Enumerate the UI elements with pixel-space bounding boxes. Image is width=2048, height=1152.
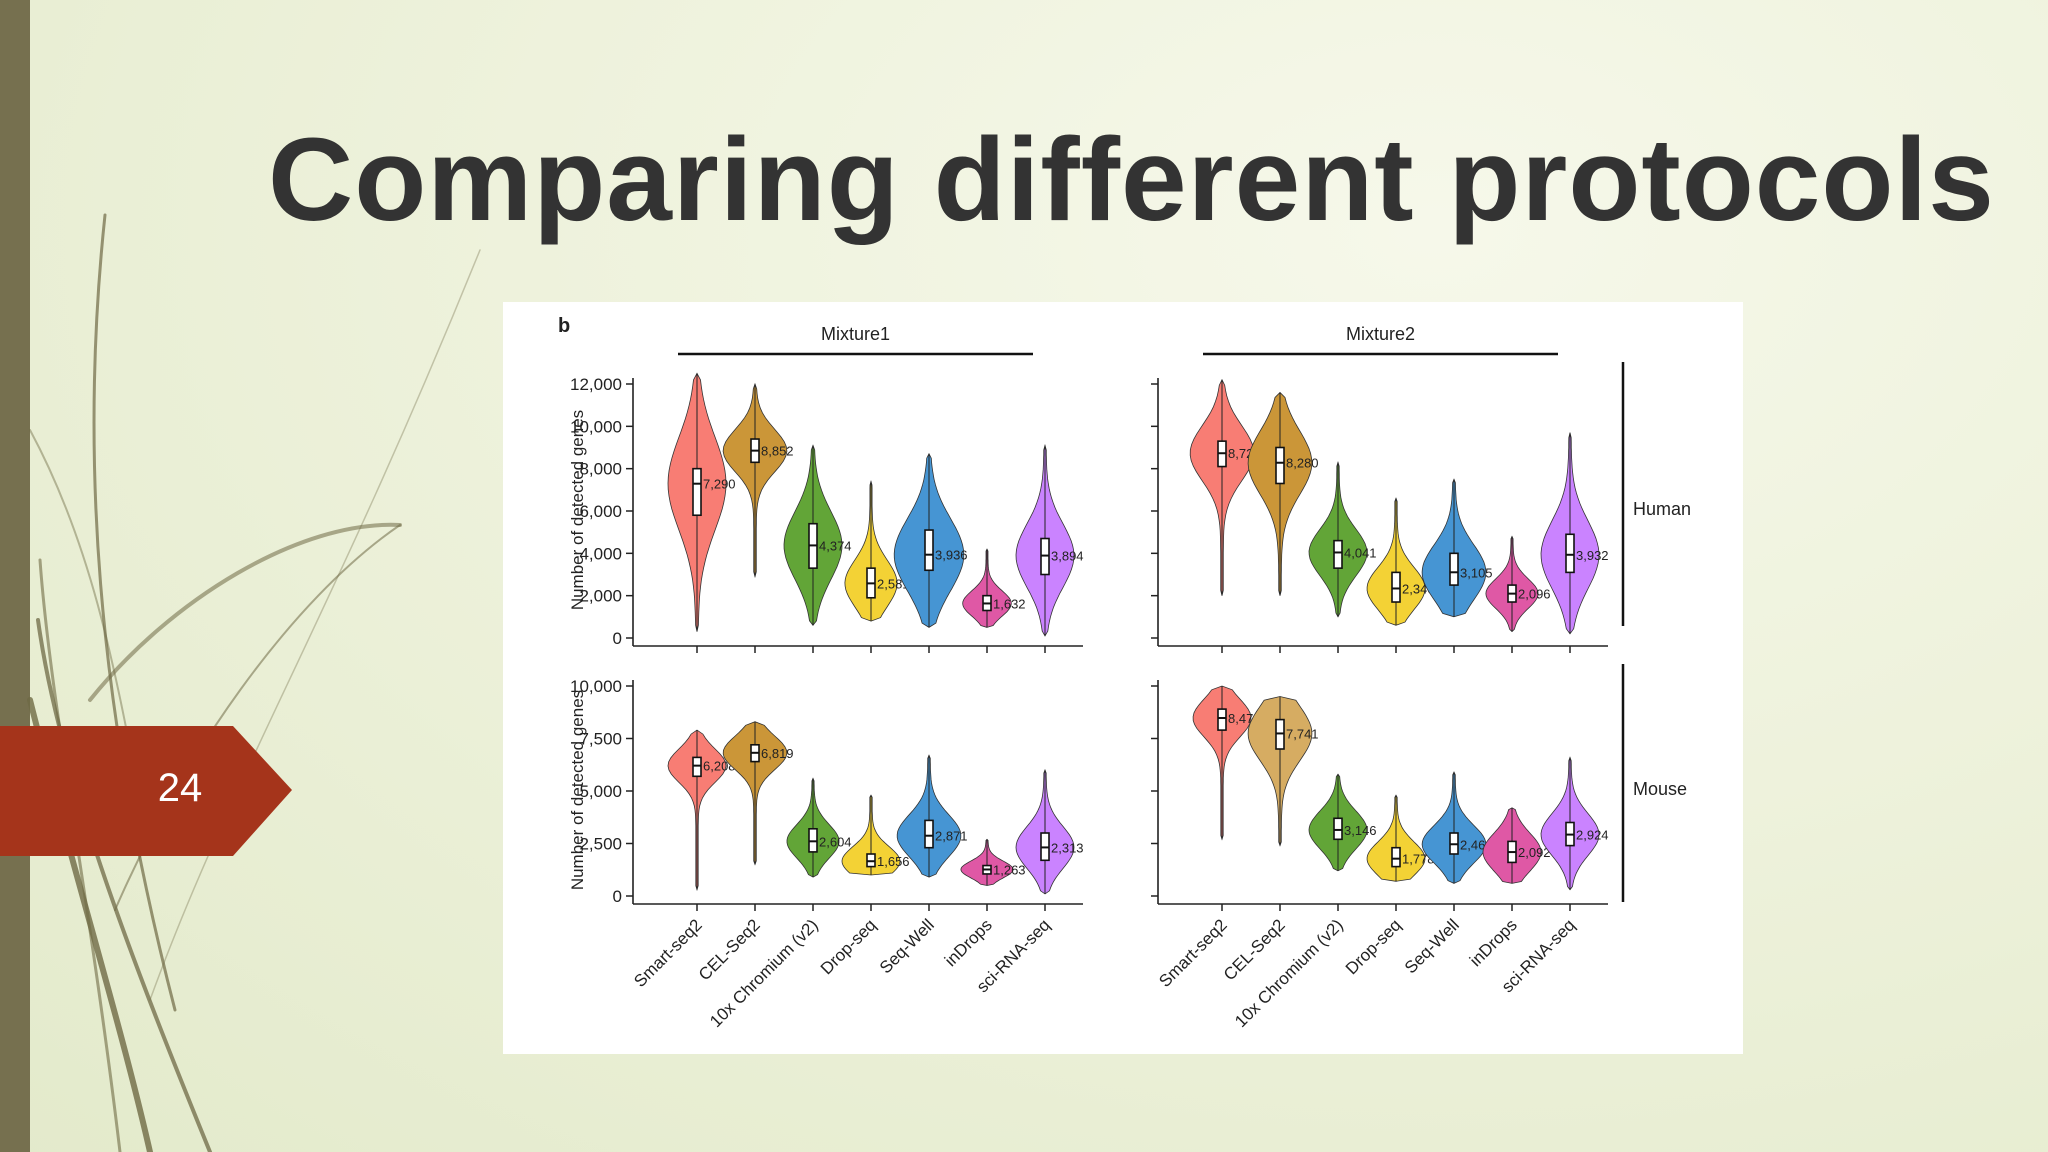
box [924, 529, 934, 572]
median-label: 3,146 [1344, 823, 1377, 838]
violin-chart-svg: b Mixture1 Mixture2 Human Mouse Number of det… [558, 315, 1691, 1031]
panel-mouse-mixture1: 02,5005,0007,50010,0006,208Smart-seq26,8… [570, 677, 1084, 1031]
median-label: 2,313 [1051, 840, 1084, 855]
box [1449, 552, 1459, 586]
median-label: 2,096 [1518, 587, 1551, 602]
box [1565, 533, 1575, 574]
slide-number: 24 [157, 766, 203, 810]
box [1333, 539, 1343, 569]
median-label: 4,041 [1344, 545, 1377, 560]
y-tick-label: 7,500 [579, 730, 622, 749]
y-tick-label: 10,000 [570, 417, 622, 436]
median-label: 2,871 [935, 829, 968, 844]
left-accent-bar [0, 0, 30, 1152]
median-label: 3,932 [1576, 548, 1609, 563]
box [924, 819, 934, 849]
y-tick-label: 5,000 [579, 782, 622, 801]
median-label: 7,290 [703, 477, 736, 492]
x-tick-label: Drop-seq [817, 915, 880, 978]
box [692, 467, 702, 517]
violin-figure: b Mixture1 Mixture2 Human Mouse Number of det… [503, 302, 1743, 1054]
median-label: 3,936 [935, 548, 968, 563]
median-label: 8,852 [761, 444, 794, 459]
median-label: 3,894 [1051, 549, 1084, 564]
median-label: 2,924 [1576, 828, 1609, 843]
y-tick-label: 12,000 [570, 375, 622, 394]
median-label: 1,263 [993, 862, 1026, 877]
median-label: 8,280 [1286, 456, 1319, 471]
x-tick-label: inDrops [1466, 915, 1521, 970]
median-label: 1,656 [877, 854, 910, 869]
median-label: 1,778 [1402, 852, 1435, 867]
y-tick-label: 6,000 [579, 502, 622, 521]
slide-title: Comparing different protocols [268, 114, 1995, 246]
box [1333, 817, 1343, 841]
row-header-human: Human [1633, 499, 1691, 519]
y-tick-label: 2,500 [579, 835, 622, 854]
median-label: 1,632 [993, 596, 1026, 611]
box [692, 756, 702, 778]
x-tick-label: inDrops [941, 915, 996, 970]
panel-letter: b [558, 315, 570, 337]
median-label: 2,604 [819, 834, 852, 849]
x-tick-label: Seq-Well [1401, 915, 1463, 977]
y-tick-label: 0 [613, 887, 622, 906]
y-axis-label: Number of detected genes [568, 410, 587, 610]
y-tick-label: 4,000 [579, 544, 622, 563]
panel-human-mixture1: 0 2,000 4,000 6,000 8,000 10,000 12,000 7,290 8,… [570, 372, 1084, 653]
y-tick-label: 0 [613, 629, 622, 648]
column-header-mixture1: Mixture1 [821, 324, 890, 344]
x-tick-label: Smart-seq2 [630, 915, 706, 991]
row-header-mouse: Mouse [1633, 779, 1687, 799]
box [1275, 446, 1285, 485]
median-label: 4,374 [819, 538, 852, 553]
median-label: 7,741 [1286, 726, 1319, 741]
x-tick-label: 10x Chromium (v2) [1231, 915, 1347, 1031]
x-tick-label: 10x Chromium (v2) [706, 915, 822, 1031]
decorative-grass-lines [27, 213, 481, 1152]
median-label: 2,092 [1518, 845, 1551, 860]
y-tick-label: 10,000 [570, 677, 622, 696]
y-tick-label: 8,000 [579, 460, 622, 479]
median-label: 3,105 [1460, 565, 1493, 580]
x-tick-label: Seq-Well [876, 915, 938, 977]
x-tick-label: Drop-seq [1342, 915, 1405, 978]
slide-number-tab [0, 726, 292, 856]
box [1391, 846, 1401, 868]
median-label: 6,819 [761, 746, 794, 761]
column-header-mixture2: Mixture2 [1346, 324, 1415, 344]
y-tick-label: 2,000 [579, 587, 622, 606]
box [1391, 571, 1401, 603]
box [1217, 708, 1227, 731]
x-tick-label: Smart-seq2 [1155, 915, 1231, 991]
y-axis-label: Number of detected genes [568, 690, 587, 890]
